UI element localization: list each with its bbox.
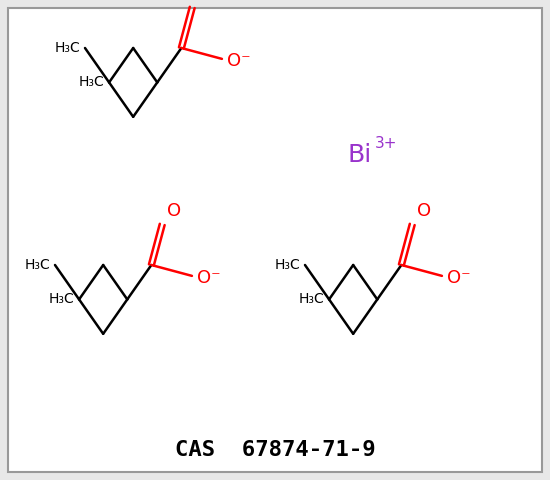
Text: Bi: Bi — [348, 143, 372, 167]
Text: O: O — [197, 0, 211, 3]
Text: H₃C: H₃C — [78, 75, 104, 89]
FancyBboxPatch shape — [8, 8, 542, 472]
Text: H₃C: H₃C — [298, 292, 324, 306]
Text: H₃C: H₃C — [54, 41, 80, 55]
Text: H₃C: H₃C — [274, 258, 300, 272]
Text: O: O — [167, 203, 182, 220]
Text: 3+: 3+ — [375, 135, 398, 151]
Text: O⁻: O⁻ — [447, 269, 471, 287]
Text: O⁻: O⁻ — [197, 269, 221, 287]
Text: H₃C: H₃C — [48, 292, 74, 306]
Text: CAS  67874-71-9: CAS 67874-71-9 — [175, 440, 375, 460]
Text: O: O — [417, 203, 431, 220]
Text: O⁻: O⁻ — [227, 52, 251, 70]
Text: H₃C: H₃C — [24, 258, 50, 272]
